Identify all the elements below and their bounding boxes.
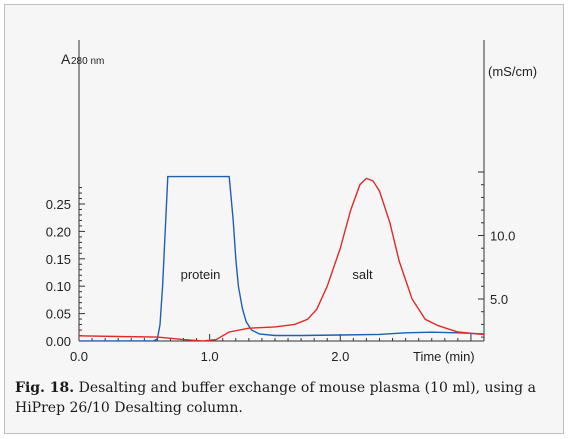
annotation-protein: protein	[181, 267, 221, 282]
caption-lead: Fig. 18.	[15, 380, 75, 396]
y-left-tick-label: 0.05	[46, 307, 71, 322]
figure-panel	[4, 4, 564, 434]
figure-caption: Fig. 18. Desalting and buffer exchange o…	[15, 378, 550, 418]
absorbance-trace	[79, 175, 484, 341]
y-right-tick-label: 5.0	[490, 292, 508, 307]
y-right-label: (mS/cm)	[488, 64, 537, 79]
y-left-tick-label: 0.15	[46, 252, 71, 267]
x-axis-label: Time (min)	[413, 349, 475, 364]
y-left-tick-label: 0.00	[46, 334, 71, 349]
x-tick-label: 2.0	[331, 349, 349, 364]
y-left-tick-label: 0.20	[46, 224, 71, 239]
x-tick-label: 0.0	[70, 349, 88, 364]
annotation-salt: salt	[352, 267, 373, 282]
y-right-tick-label: 10.0	[490, 229, 515, 244]
y-left-label-sub: 280 nm	[71, 56, 104, 67]
y-left-tick-label: 0.10	[46, 279, 71, 294]
y-left-tick-label: 0.25	[46, 197, 71, 212]
y-left-label-main: A	[61, 51, 71, 67]
conductivity-trace	[79, 177, 484, 341]
caption-text: Desalting and buffer exchange of mouse p…	[15, 380, 536, 416]
x-tick-label: 1.0	[201, 349, 219, 364]
